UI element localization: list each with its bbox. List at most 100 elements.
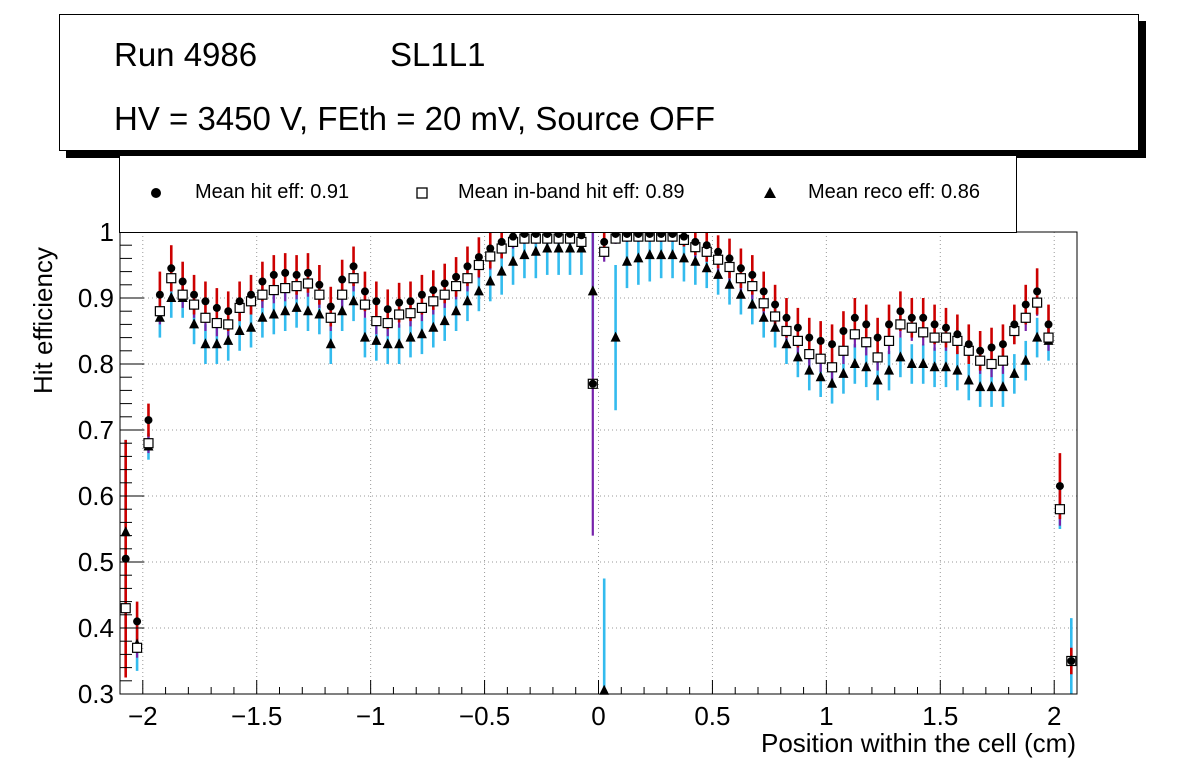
reco-eff-point	[325, 338, 336, 349]
hit-eff-point	[395, 298, 404, 307]
x-tick-label: −1	[356, 701, 386, 731]
hit-eff-point	[417, 290, 426, 299]
inband-eff-point	[348, 273, 359, 284]
y-tick-label: 0.4	[78, 613, 114, 643]
inband-eff-point	[405, 308, 416, 319]
x-tick-label: 1	[819, 701, 833, 731]
hit-eff-point	[702, 241, 711, 250]
axes: −2 −1.5 −1 −0.5 0 0.5 1 1.5 2 0.3 0.4 0.5 0.6 0.7 0.8 0…	[78, 217, 1078, 731]
reco-eff-point	[291, 301, 302, 312]
reco-eff-point	[633, 252, 644, 263]
reco-eff-point	[154, 311, 165, 322]
hit-eff-point	[360, 287, 369, 296]
reco-eff-point	[439, 315, 450, 326]
inband-eff-point	[291, 281, 302, 292]
reco-eff-point	[371, 334, 382, 345]
hit-eff-point	[406, 297, 415, 306]
inband-eff-point	[143, 438, 154, 449]
reco-eff-point	[952, 364, 963, 375]
reco-eff-point	[473, 285, 484, 296]
hit-eff-point	[771, 300, 780, 309]
inband-eff-point	[826, 362, 838, 373]
run-label: Run 4986	[114, 36, 258, 73]
reco-eff-point	[690, 255, 701, 266]
reco-eff-point	[553, 242, 564, 253]
reco-eff-point	[747, 298, 758, 309]
reco-eff-point	[519, 249, 530, 260]
hit-eff-point	[1067, 657, 1076, 665]
reco-eff-point	[713, 268, 724, 279]
hit-eff-point	[497, 237, 506, 246]
reco-eff-point	[257, 311, 268, 322]
inband-eff-point	[747, 281, 758, 292]
hit-eff-point	[828, 340, 837, 349]
inband-eff-point	[337, 289, 348, 300]
reco-eff-point	[656, 249, 667, 260]
hit-eff-point	[998, 340, 1007, 349]
inband-eff-point	[371, 316, 382, 327]
reco-eff-point	[428, 321, 439, 332]
inband-eff-point	[188, 299, 200, 310]
inband-eff-point	[268, 284, 279, 296]
hit-eff-point	[281, 268, 290, 277]
reco-eff-point	[348, 295, 359, 306]
hit-eff-point	[326, 302, 335, 311]
hit-eff-point	[588, 379, 597, 388]
hit-eff-point	[600, 237, 609, 246]
reco-eff-point	[872, 374, 883, 385]
reco-eff-point	[359, 331, 370, 342]
hit-eff-point	[748, 270, 757, 279]
hit-eff-point	[167, 264, 176, 273]
inband-eff-point	[314, 289, 325, 300]
hit-eff-point	[178, 277, 187, 286]
inband-eff-point	[883, 335, 895, 346]
reco-eff-point	[166, 292, 177, 302]
inband-eff-point	[166, 273, 177, 284]
hit-eff-point	[269, 270, 278, 279]
x-tick-label: 1.5	[922, 701, 958, 731]
inband-eff-point	[450, 281, 462, 292]
reco-eff-point	[701, 262, 712, 273]
reco-eff-point	[1009, 367, 1020, 378]
inband-eff-point	[325, 312, 336, 323]
reco-eff-point	[884, 364, 895, 375]
inband-eff-point	[713, 254, 724, 265]
conditions-label: HV = 3450 V, FEth = 20 mV, Source OFF	[114, 100, 716, 137]
legend: Mean hit eff: 0.91 Mean in-band hit eff:…	[119, 156, 1017, 233]
legend-hit-eff: Mean hit eff: 0.91	[195, 181, 350, 203]
hit-eff-point	[1055, 482, 1064, 491]
reco-eff-point	[792, 351, 803, 362]
reco-eff-point	[599, 684, 610, 695]
hit-eff-point	[1033, 287, 1042, 296]
inband-eff-point	[906, 322, 917, 333]
reco-eff-point	[758, 311, 769, 322]
hit-eff-point	[212, 303, 221, 312]
inband-eff-point	[724, 261, 735, 273]
reco-eff-point	[462, 295, 473, 306]
reco-eff-point	[120, 526, 131, 537]
inband-eff-point	[804, 349, 815, 360]
reco-eff-point	[838, 367, 849, 378]
reco-eff-point	[724, 278, 735, 289]
reco-eff-point	[678, 252, 689, 263]
hit-eff-point	[303, 268, 312, 277]
hit-eff-point	[247, 290, 256, 299]
inband-eff-point	[302, 278, 314, 289]
inband-eff-point	[1032, 297, 1043, 308]
inband-eff-point	[758, 298, 769, 309]
inband-eff-point	[895, 319, 906, 330]
reco-eff-point	[1020, 354, 1031, 365]
reco-eff-point	[644, 249, 655, 260]
reco-eff-point	[963, 374, 974, 385]
inband-eff-point	[769, 311, 781, 322]
hit-eff-point	[509, 232, 518, 241]
y-tick-label: 0.8	[78, 349, 114, 379]
reco-eff-point	[781, 338, 792, 349]
x-tick-label: −1.5	[231, 701, 282, 731]
inband-eff-point	[599, 246, 610, 257]
inband-eff-point	[986, 358, 997, 370]
x-tick-label: 2	[1047, 701, 1061, 731]
hit-eff-point	[930, 320, 939, 329]
reco-eff-point	[268, 308, 279, 319]
inband-eff-point	[872, 352, 883, 363]
